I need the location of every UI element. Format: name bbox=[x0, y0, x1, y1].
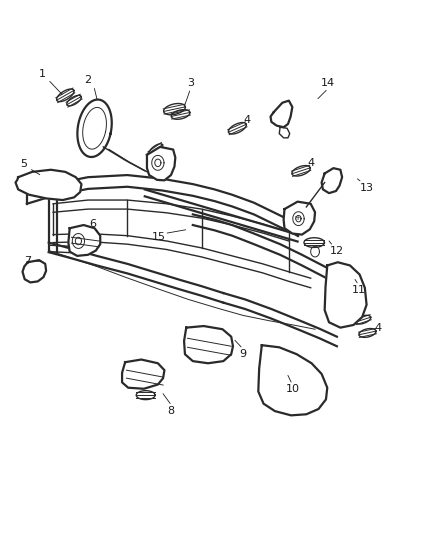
Polygon shape bbox=[184, 326, 233, 364]
Text: 9: 9 bbox=[240, 349, 247, 359]
Polygon shape bbox=[68, 225, 100, 256]
Polygon shape bbox=[22, 260, 46, 282]
Polygon shape bbox=[122, 360, 164, 389]
Text: 4: 4 bbox=[244, 115, 251, 125]
Polygon shape bbox=[325, 262, 367, 328]
Polygon shape bbox=[271, 101, 292, 127]
Text: 13: 13 bbox=[360, 183, 374, 193]
Text: 4: 4 bbox=[307, 158, 314, 168]
Text: 4: 4 bbox=[375, 322, 382, 333]
Text: 1: 1 bbox=[39, 69, 46, 79]
Text: 14: 14 bbox=[321, 78, 335, 88]
Text: 11: 11 bbox=[352, 286, 366, 295]
Text: 6: 6 bbox=[89, 219, 96, 229]
Text: 15: 15 bbox=[152, 232, 166, 243]
Text: 2: 2 bbox=[85, 76, 92, 85]
Polygon shape bbox=[147, 147, 175, 180]
Polygon shape bbox=[258, 345, 327, 415]
Text: 8: 8 bbox=[167, 406, 174, 416]
Text: 12: 12 bbox=[330, 246, 344, 255]
Polygon shape bbox=[279, 127, 290, 138]
Text: HH: HH bbox=[295, 216, 302, 221]
Text: 3: 3 bbox=[187, 78, 194, 88]
Text: 5: 5 bbox=[20, 159, 27, 169]
Polygon shape bbox=[15, 169, 81, 200]
Polygon shape bbox=[321, 168, 342, 193]
Text: 7: 7 bbox=[24, 256, 32, 266]
Text: 10: 10 bbox=[285, 384, 299, 394]
Polygon shape bbox=[284, 201, 315, 235]
